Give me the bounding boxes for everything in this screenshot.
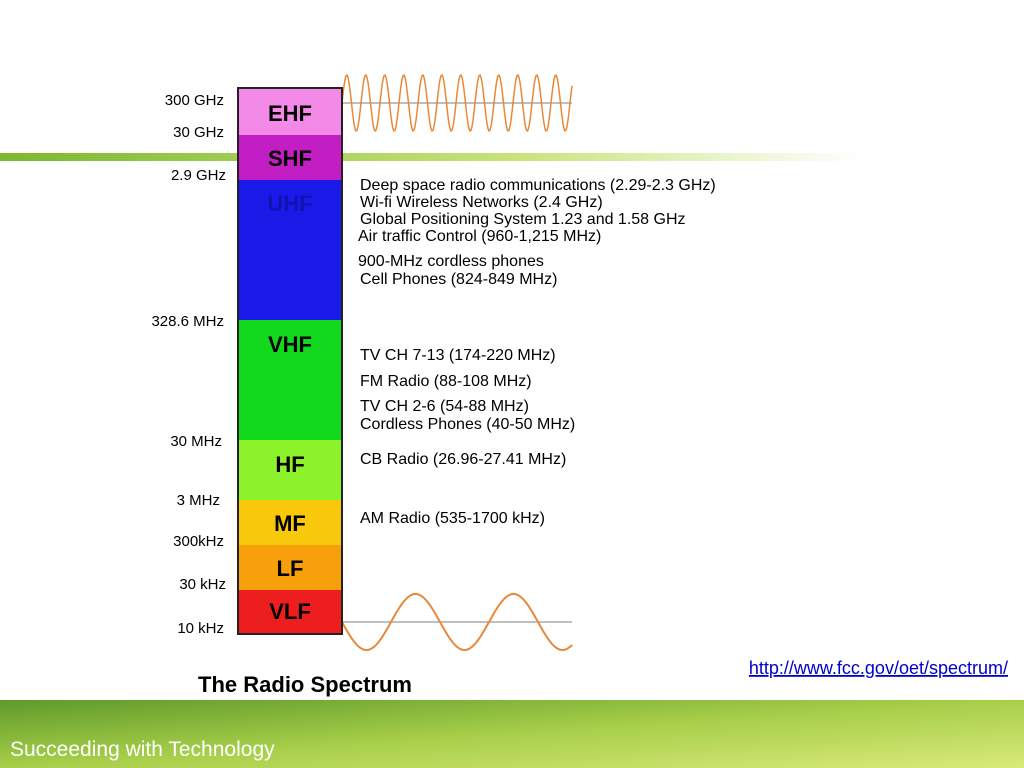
use-text: CB Radio (26.96-27.41 MHz) xyxy=(360,451,566,468)
spectrum-bar: EHF SHF UHF VHF HF MF LF VLF xyxy=(237,87,343,635)
band-label: UHF xyxy=(267,191,312,216)
source-link[interactable]: http://www.fcc.gov/oet/spectrum/ xyxy=(749,658,1008,678)
frequency-label: 300 GHz xyxy=(165,92,224,109)
frequency-label: 328.6 MHz xyxy=(151,313,224,330)
frequency-label: 30 MHz xyxy=(170,433,222,450)
frequency-label: 300kHz xyxy=(173,533,224,550)
frequency-label: 2.9 GHz xyxy=(171,167,226,184)
band-label: VLF xyxy=(269,599,311,624)
low-frequency-wave xyxy=(341,593,573,651)
band-block xyxy=(238,440,342,500)
accent-rule xyxy=(0,153,860,161)
band-block xyxy=(238,88,342,135)
band-block xyxy=(238,135,342,180)
use-text: Air traffic Control (960-1,215 MHz) xyxy=(358,228,601,245)
use-text: Cell Phones (824-849 MHz) xyxy=(360,271,557,288)
waves xyxy=(341,73,573,651)
footer-band xyxy=(0,700,1024,768)
frequency-label: 30 GHz xyxy=(173,124,224,141)
use-text: Wi-fi Wireless Networks (2.4 GHz) xyxy=(360,194,603,211)
band-label: VHF xyxy=(268,332,312,357)
use-text: Deep space radio communications (2.29-2.… xyxy=(360,177,716,194)
band-block xyxy=(238,590,342,634)
frequency-label: 3 MHz xyxy=(177,492,220,509)
use-text: 900-MHz cordless phones xyxy=(358,253,544,270)
band-block xyxy=(238,320,342,440)
band-label: MF xyxy=(274,511,306,536)
frequency-labels: 300 GHz 30 GHz 2.9 GHz 328.6 MHz 30 MHz … xyxy=(151,92,226,637)
frequency-label: 10 kHz xyxy=(177,620,224,637)
bar-outline xyxy=(237,87,343,635)
use-text: AM Radio (535-1700 kHz) xyxy=(360,510,545,527)
band-block xyxy=(238,545,342,590)
band-label: EHF xyxy=(268,101,312,126)
caption: The Radio Spectrum xyxy=(198,672,412,697)
band-label: HF xyxy=(275,452,304,477)
frequency-label: 30 kHz xyxy=(179,576,226,593)
footer-text: Succeeding with Technology xyxy=(10,738,275,761)
use-text: Cordless Phones (40-50 MHz) xyxy=(360,416,575,433)
use-text: TV CH 7-13 (174-220 MHz) xyxy=(360,347,556,364)
band-label: SHF xyxy=(268,146,312,171)
use-text: FM Radio (88-108 MHz) xyxy=(360,373,532,390)
high-frequency-wave xyxy=(341,73,573,133)
band-label: LF xyxy=(277,556,304,581)
band-block xyxy=(238,500,342,545)
uses: Deep space radio communications (2.29-2.… xyxy=(358,177,716,527)
use-text: Global Positioning System 1.23 and 1.58 … xyxy=(360,211,686,228)
band-block xyxy=(238,180,342,320)
use-text: TV CH 2-6 (54-88 MHz) xyxy=(360,398,529,415)
